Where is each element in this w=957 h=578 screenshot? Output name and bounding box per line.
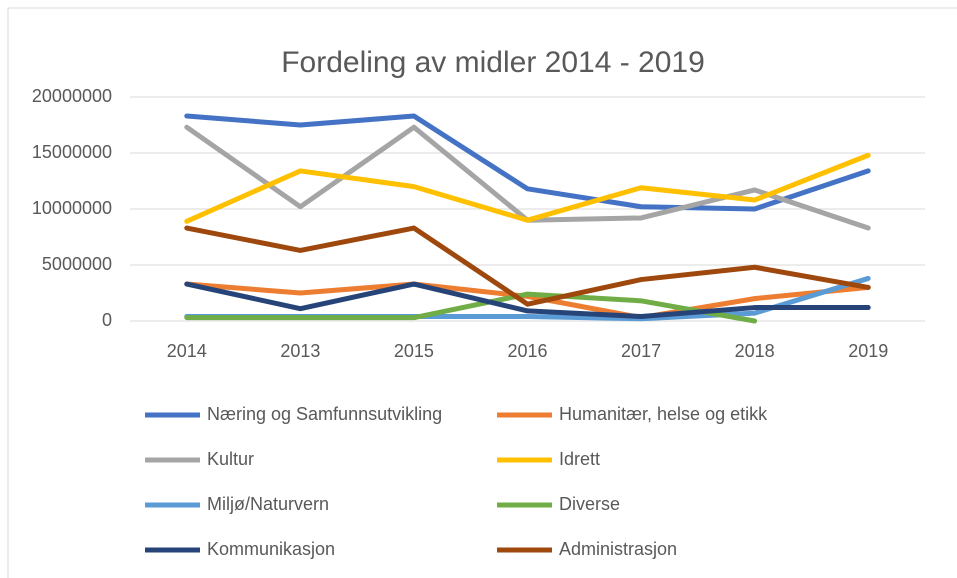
chart-title: Fordeling av midler 2014 - 2019: [281, 46, 705, 79]
legend-label: Næring og Samfunnsutvikling: [207, 404, 442, 424]
y-tick-label: 0: [102, 310, 112, 330]
legend-label: Kultur: [207, 449, 254, 469]
legend-label: Diverse: [559, 494, 620, 514]
line-series: [184, 113, 871, 212]
legend-label: Kommunikasjon: [207, 539, 335, 559]
x-tick-label: 2018: [735, 341, 775, 361]
x-tick-label: 2016: [507, 341, 547, 361]
y-tick-label: 15000000: [32, 142, 112, 162]
legend-label: Humanitær, helse og etikk: [559, 404, 768, 424]
y-tick-label: 10000000: [32, 198, 112, 218]
x-tick-label: 2017: [621, 341, 661, 361]
line-series: [184, 225, 871, 307]
x-tick-label: 2013: [280, 341, 320, 361]
y-tick-label: 5000000: [42, 254, 112, 274]
y-tick-label: 20000000: [32, 86, 112, 106]
line-series: [184, 281, 871, 320]
legend-label: Idrett: [559, 449, 600, 469]
x-tick-label: 2019: [848, 341, 888, 361]
line-series: [184, 152, 871, 224]
legend-label: Miljø/Naturvern: [207, 494, 329, 514]
legend-label: Administrasjon: [559, 539, 677, 559]
x-tick-label: 2014: [167, 341, 207, 361]
line-series: [184, 291, 758, 324]
x-tick-label: 2015: [394, 341, 434, 361]
